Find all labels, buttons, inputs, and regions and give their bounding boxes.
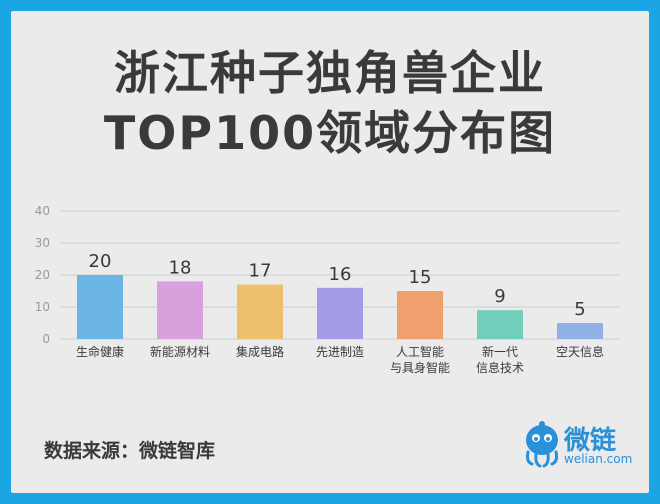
bar xyxy=(477,310,523,339)
bar xyxy=(397,291,443,339)
y-tick-label: 10 xyxy=(35,300,50,314)
bar xyxy=(557,323,603,339)
x-category-label: 人工智能 xyxy=(396,344,444,359)
bar-value-label: 20 xyxy=(89,251,112,272)
data-labels: 20 18 17 16 15 9 5 xyxy=(89,251,586,320)
brand-logo: 微链 welian.com xyxy=(520,418,640,472)
x-category-label: 先进制造 xyxy=(316,345,364,359)
bar-value-label: 16 xyxy=(329,264,352,285)
bar xyxy=(77,275,123,339)
bar-value-label: 9 xyxy=(494,286,505,307)
x-category-label: 与具身智能 xyxy=(390,360,450,375)
x-category-label: 新一代 xyxy=(482,344,518,359)
y-tick-label: 30 xyxy=(35,236,50,250)
content-panel xyxy=(11,11,649,493)
y-tick-label: 20 xyxy=(35,268,50,282)
bar-value-label: 5 xyxy=(574,299,585,320)
brand-name: 微链 xyxy=(564,426,617,456)
x-category-label: 空天信息 xyxy=(556,344,604,359)
brand-url: welian.com xyxy=(564,452,633,466)
bars xyxy=(77,275,603,339)
x-category-label: 集成电路 xyxy=(236,344,284,359)
x-category-label: 信息技术 xyxy=(476,360,524,375)
y-tick-label: 0 xyxy=(42,332,50,346)
bar-value-label: 15 xyxy=(409,267,432,288)
chart-title-line-1: 浙江种子独角兽企业 xyxy=(114,46,546,100)
bar xyxy=(157,281,203,339)
bar xyxy=(317,287,363,339)
data-source-note: 数据来源：微链智库 xyxy=(44,440,216,462)
chart-title-line-2: TOP100领域分布图 xyxy=(103,106,557,160)
bar xyxy=(237,284,283,339)
y-tick-label: 40 xyxy=(35,204,50,218)
x-category-label: 新能源材料 xyxy=(150,344,210,359)
y-axis-ticks: 0 10 20 30 40 xyxy=(35,204,50,346)
x-category-label: 生命健康 xyxy=(76,344,124,359)
octopus-logo-icon xyxy=(526,421,558,468)
bar-value-label: 17 xyxy=(249,261,272,282)
bar-value-label: 18 xyxy=(169,257,192,278)
